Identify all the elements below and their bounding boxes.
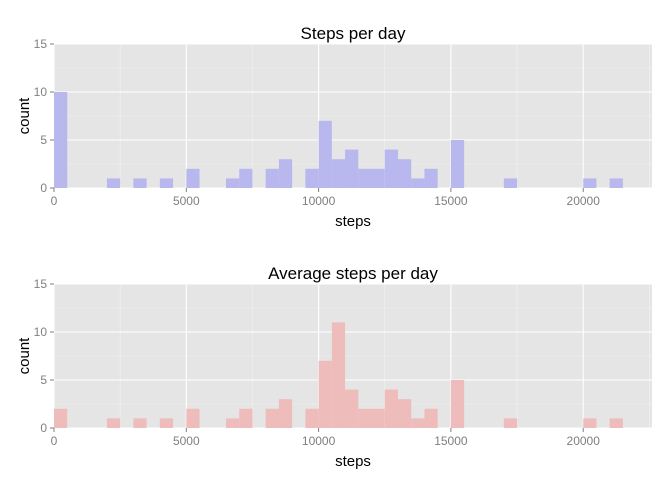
y-tick-label: 10 xyxy=(34,85,48,99)
x-tick-label: 15000 xyxy=(434,434,468,448)
x-tick-label: 0 xyxy=(51,434,58,448)
y-tick-label: 10 xyxy=(34,325,48,339)
x-axis-label: steps xyxy=(335,453,371,470)
histogram-bar xyxy=(358,408,372,428)
histogram-bar xyxy=(225,418,240,428)
histogram-bar xyxy=(609,418,623,428)
y-tick-label: 15 xyxy=(34,37,48,51)
chart-title: Average steps per day xyxy=(268,264,438,283)
histogram-bar xyxy=(159,418,174,428)
histogram-bar xyxy=(305,168,319,188)
histogram-bar xyxy=(371,168,385,188)
histogram-bar xyxy=(239,408,253,428)
histogram-bar xyxy=(265,168,279,188)
histogram-bar xyxy=(384,389,398,428)
histogram-bar xyxy=(186,408,200,428)
histogram-bar xyxy=(331,322,346,428)
histogram-bar xyxy=(424,168,438,188)
y-tick-label: 0 xyxy=(40,181,47,195)
chart-panel-1: 0 5000 10000 15000 20000 0 5 10 15 Steps per day s… xyxy=(16,24,652,230)
histogram-bar xyxy=(331,159,346,188)
histogram-bar xyxy=(239,168,253,188)
y-tick-label: 0 xyxy=(40,421,47,435)
histogram-bar xyxy=(186,168,200,188)
y-axis-label: count xyxy=(16,337,33,375)
histogram-bar xyxy=(159,178,174,188)
histogram-bar xyxy=(583,418,597,428)
x-tick-label: 5000 xyxy=(173,434,200,448)
histogram-bar xyxy=(278,159,293,188)
histogram-bar xyxy=(318,120,332,188)
chart-panel-2: 0 5000 10000 15000 20000 0 5 10 15 Average steps … xyxy=(16,264,652,470)
x-tick-label: 15000 xyxy=(434,194,468,208)
histogram-bar xyxy=(424,408,438,428)
histogram-bar xyxy=(450,140,465,188)
histogram-bar xyxy=(358,168,372,188)
chart-title: Steps per day xyxy=(301,24,406,43)
histogram-bar xyxy=(54,408,68,428)
histogram-bar xyxy=(609,178,623,188)
histogram-bar xyxy=(397,399,412,428)
histogram-bar xyxy=(503,418,518,428)
histogram-bar xyxy=(503,178,518,188)
histogram-bar xyxy=(106,418,121,428)
histogram-bar xyxy=(106,178,121,188)
y-tick-label: 5 xyxy=(40,133,47,147)
histogram-bar xyxy=(225,178,240,188)
histogram-bar xyxy=(450,380,465,428)
histogram-bar xyxy=(411,178,425,188)
x-tick-label: 0 xyxy=(51,194,58,208)
x-axis-label: steps xyxy=(335,213,371,230)
histogram-bar xyxy=(278,399,293,428)
histogram-bar xyxy=(54,92,68,188)
y-tick-label: 15 xyxy=(34,277,48,291)
x-tick-label: 5000 xyxy=(173,194,200,208)
histogram-bar xyxy=(583,178,597,188)
histogram-bar xyxy=(411,418,425,428)
histogram-bar xyxy=(133,418,147,428)
histogram-bar xyxy=(133,178,147,188)
histogram-bar xyxy=(345,149,359,188)
x-tick-label: 10000 xyxy=(302,194,336,208)
x-tick-label: 10000 xyxy=(302,434,336,448)
y-tick-label: 5 xyxy=(40,373,47,387)
histogram-bar xyxy=(318,360,332,428)
y-axis-label: count xyxy=(16,97,33,135)
histogram-bar xyxy=(305,408,319,428)
x-tick-label: 20000 xyxy=(567,194,601,208)
histogram-bar xyxy=(345,389,359,428)
x-tick-label: 20000 xyxy=(567,434,601,448)
histogram-bar xyxy=(397,159,412,188)
histogram-bar xyxy=(371,408,385,428)
histogram-bar xyxy=(384,149,398,188)
histogram-bar xyxy=(265,408,279,428)
